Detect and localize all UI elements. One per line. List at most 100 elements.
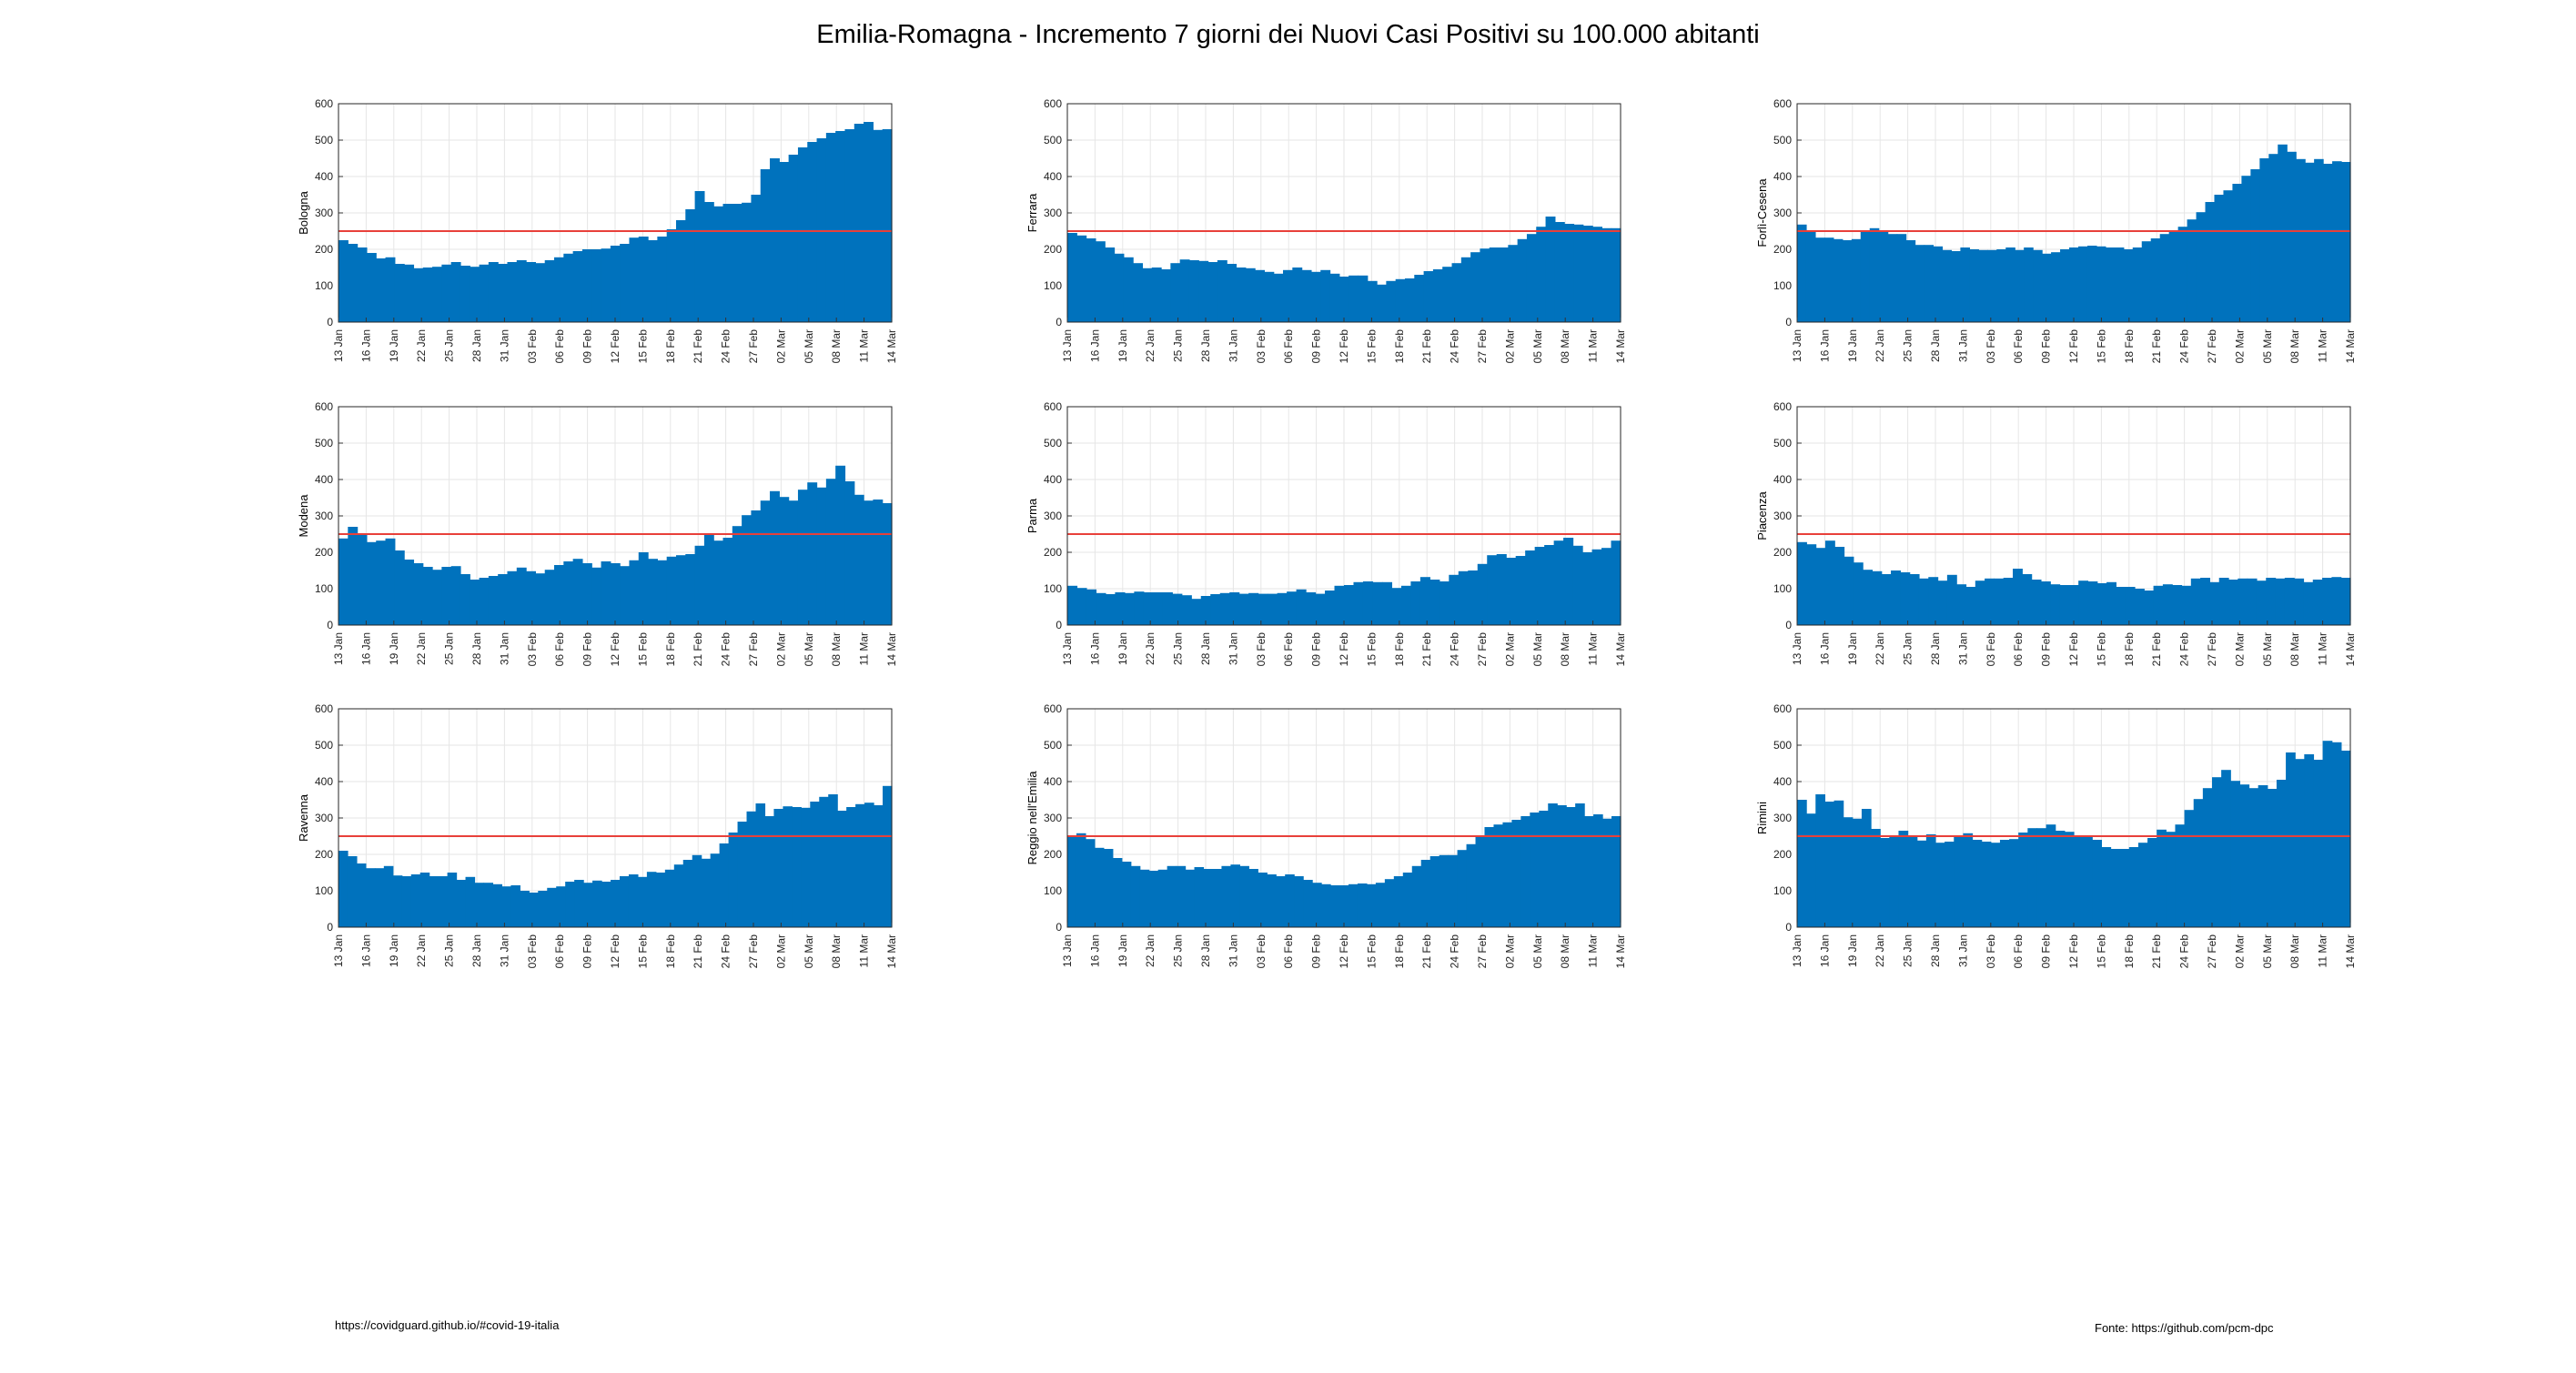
bar bbox=[2175, 824, 2186, 927]
bar bbox=[2247, 578, 2258, 625]
bar bbox=[2312, 580, 2323, 625]
x-tick-label: 21 Feb bbox=[2150, 934, 2163, 969]
bar bbox=[2114, 247, 2125, 322]
bar bbox=[1188, 260, 1199, 322]
x-tick-label: 13 Jan bbox=[1061, 329, 1074, 362]
y-tick-label: 100 bbox=[1773, 279, 1792, 292]
y-tick-label: 0 bbox=[1785, 619, 1792, 631]
bar bbox=[2248, 788, 2259, 927]
bar bbox=[554, 257, 564, 322]
x-tick-label: 02 Mar bbox=[2233, 934, 2246, 968]
bar bbox=[2134, 589, 2145, 625]
bar bbox=[2125, 587, 2136, 625]
x-tick-label: 31 Jan bbox=[1956, 934, 1969, 967]
x-tick-label: 15 Feb bbox=[1365, 934, 1378, 969]
bar bbox=[1907, 835, 1918, 927]
bar bbox=[1112, 858, 1123, 927]
bar bbox=[2193, 799, 2204, 927]
bar bbox=[1878, 230, 1889, 322]
bar bbox=[666, 229, 677, 322]
x-tick-label: 21 Feb bbox=[1420, 632, 1433, 667]
bar bbox=[544, 260, 555, 322]
bar bbox=[1200, 596, 1211, 625]
bar bbox=[1963, 833, 1974, 927]
x-tick-label: 13 Jan bbox=[1791, 329, 1803, 362]
y-tick-label: 100 bbox=[1773, 884, 1792, 897]
bar bbox=[1301, 269, 1312, 322]
bar bbox=[401, 876, 412, 927]
x-tick-label: 27 Feb bbox=[1476, 934, 1489, 969]
x-tick-label: 06 Feb bbox=[2012, 934, 2025, 969]
bar bbox=[1414, 275, 1425, 322]
bar bbox=[788, 500, 799, 625]
bar bbox=[2083, 836, 2093, 927]
x-tick-label: 05 Mar bbox=[1531, 632, 1544, 666]
bar bbox=[2341, 162, 2351, 322]
bar bbox=[807, 482, 818, 625]
bar bbox=[692, 854, 702, 927]
bar bbox=[2296, 158, 2306, 322]
x-tick-label: 14 Mar bbox=[885, 632, 898, 666]
x-tick-label: 12 Feb bbox=[609, 329, 621, 364]
bar bbox=[572, 559, 583, 625]
bar bbox=[441, 264, 452, 322]
x-tick-label: 02 Mar bbox=[2233, 632, 2246, 666]
bar bbox=[1179, 259, 1190, 322]
x-tick-label: 13 Jan bbox=[1791, 934, 1803, 967]
bar bbox=[657, 560, 668, 625]
bar bbox=[2241, 176, 2251, 322]
x-tick-label: 11 Mar bbox=[1587, 329, 1600, 362]
bar bbox=[1404, 278, 1415, 322]
x-tick-label: 08 Mar bbox=[2288, 329, 2301, 363]
bar bbox=[2250, 169, 2260, 322]
bar bbox=[825, 133, 836, 322]
x-tick-label: 09 Feb bbox=[1310, 632, 1323, 667]
bar bbox=[2168, 231, 2179, 322]
bar bbox=[2027, 828, 2038, 927]
bar bbox=[1458, 570, 1469, 625]
x-tick-label: 08 Mar bbox=[1559, 329, 1571, 363]
x-tick-label: 16 Jan bbox=[359, 632, 372, 665]
bar bbox=[2159, 234, 2170, 322]
bar bbox=[565, 882, 575, 927]
bar bbox=[1067, 836, 1077, 927]
x-tick-label: 05 Mar bbox=[803, 329, 815, 363]
bar bbox=[1824, 802, 1835, 927]
x-tick-label: 18 Feb bbox=[664, 329, 677, 364]
bar bbox=[1076, 235, 1087, 322]
bar bbox=[1067, 233, 1077, 322]
bar bbox=[1076, 833, 1086, 927]
y-tick-label: 200 bbox=[1773, 848, 1792, 861]
bar bbox=[1162, 592, 1173, 625]
bar bbox=[1592, 227, 1602, 322]
x-tick-label: 21 Feb bbox=[1420, 934, 1433, 969]
bar bbox=[1843, 817, 1854, 927]
x-tick-label: 15 Feb bbox=[2095, 934, 2107, 969]
bar bbox=[1161, 269, 1171, 322]
bar bbox=[357, 533, 368, 625]
bar bbox=[2266, 578, 2277, 625]
bar bbox=[1520, 816, 1530, 927]
bar bbox=[713, 206, 724, 322]
bar bbox=[2331, 577, 2342, 625]
y-tick-label: 100 bbox=[315, 884, 333, 897]
bar bbox=[2214, 195, 2225, 322]
bar bbox=[1806, 544, 1817, 625]
bar bbox=[1526, 234, 1537, 322]
x-tick-label: 25 Jan bbox=[1902, 632, 1914, 665]
bar bbox=[1545, 217, 1556, 322]
x-tick-label: 15 Feb bbox=[2095, 329, 2107, 364]
bar bbox=[2051, 252, 2061, 322]
bar bbox=[338, 240, 349, 322]
bar bbox=[488, 262, 499, 322]
bar bbox=[1086, 589, 1097, 625]
bar bbox=[2232, 184, 2242, 322]
y-tick-label: 400 bbox=[315, 775, 333, 788]
bar bbox=[556, 886, 566, 927]
bar bbox=[1468, 570, 1479, 625]
x-tick-label: 21 Feb bbox=[2150, 632, 2163, 667]
x-tick-label: 05 Mar bbox=[2261, 934, 2274, 968]
bar bbox=[1400, 585, 1411, 625]
y-tick-label: 400 bbox=[1773, 775, 1792, 788]
y-tick-label: 500 bbox=[1044, 739, 1062, 752]
